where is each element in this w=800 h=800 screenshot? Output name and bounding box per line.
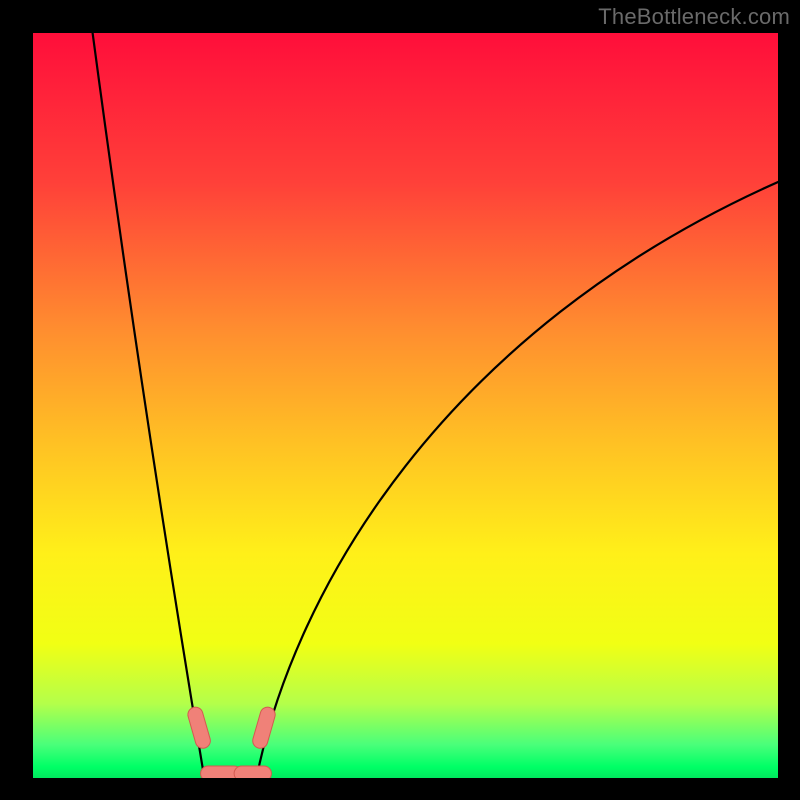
chart-container: TheBottleneck.com xyxy=(0,0,800,800)
watermark-text: TheBottleneck.com xyxy=(598,4,790,30)
plot-area xyxy=(33,33,778,778)
data-markers xyxy=(33,33,778,778)
